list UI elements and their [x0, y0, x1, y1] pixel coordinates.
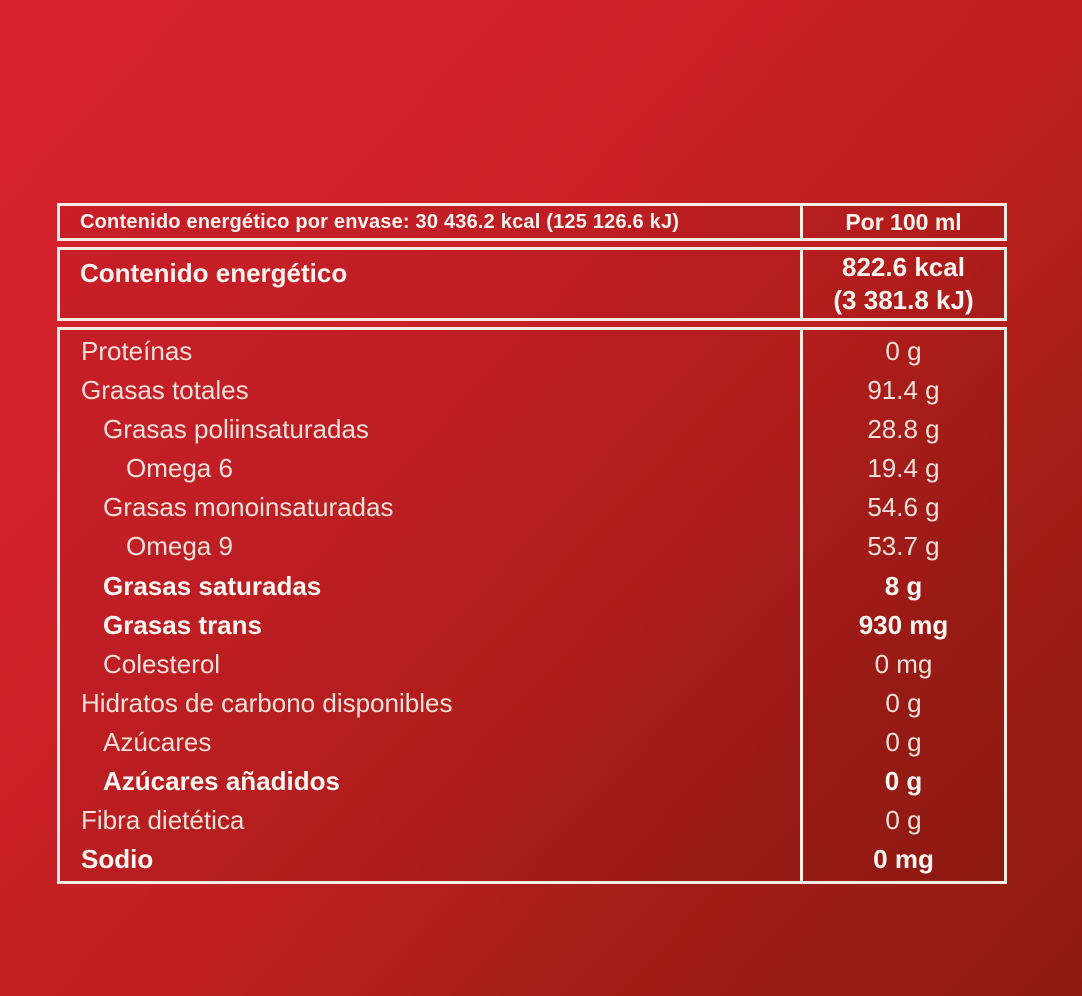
nutrient-label: Grasas saturadas — [103, 570, 322, 601]
energy-content-label: Contenido energético — [80, 258, 348, 288]
nutrient-row: Grasas poliinsaturadas 28.8 g — [60, 408, 1004, 452]
energy-kj-value: (3 381.8 kJ) — [833, 285, 974, 315]
nutrient-label: Grasas totales — [81, 375, 249, 406]
nutrient-value: 0 mg — [800, 642, 1004, 686]
nutrient-value: 0 g — [800, 798, 1004, 843]
nutrient-label: Azúcares — [103, 726, 212, 757]
nutrient-label: Sodio — [81, 844, 154, 875]
nutrient-label: Grasas trans — [103, 609, 262, 640]
nutrient-value: 54.6 g — [800, 486, 1004, 530]
nutrient-value: 0 g — [800, 759, 1004, 803]
nutrient-value: 0 g — [800, 720, 1004, 764]
nutrient-row: Grasas trans 930 mg — [60, 603, 1004, 647]
nutrient-value: 930 mg — [800, 603, 1004, 647]
nutrient-row: Colesterol 0 mg — [60, 642, 1004, 686]
nutrient-label: Fibra dietética — [81, 804, 245, 835]
nutrition-facts-table: Contenido energético por envase: 30 436.… — [57, 203, 1007, 884]
nutrient-row: Azúcares 0 g — [60, 720, 1004, 764]
nutrient-value: 28.8 g — [800, 408, 1004, 452]
nutrient-label: Omega 6 — [126, 453, 233, 484]
nutrient-label: Omega 9 — [126, 531, 233, 562]
nutrient-value: 0 g — [800, 681, 1004, 725]
nutrient-row: Grasas totales 91.4 g — [60, 369, 1004, 413]
nutrient-label: Hidratos de carbono disponibles — [81, 687, 453, 718]
nutrient-label: Colesterol — [103, 648, 221, 679]
nutrient-row: Sodio 0 mg — [60, 838, 1004, 882]
nutrient-value: 91.4 g — [800, 369, 1004, 413]
nutrient-value: 19.4 g — [800, 447, 1004, 491]
nutrient-value: 0 mg — [800, 838, 1004, 882]
energy-content-row: Contenido energético 822.6 kcal (3 381.8… — [57, 247, 1007, 321]
nutrient-label: Grasas poliinsaturadas — [103, 414, 369, 445]
nutrient-row: Proteínas 0 g — [60, 330, 1004, 374]
nutrient-value: 53.7 g — [800, 525, 1004, 569]
nutrient-row: Omega 9 53.7 g — [60, 525, 1004, 569]
nutrient-label: Azúcares añadidos — [103, 765, 340, 796]
nutrient-row: Omega 6 19.4 g — [60, 447, 1004, 491]
nutrient-row: Grasas saturadas 8 g — [60, 564, 1004, 608]
nutrient-rows-section: Proteínas 0 g Grasas totales 91.4 g Grasas p… — [57, 327, 1007, 884]
nutrient-row: Fibra dietética 0 g — [60, 798, 1004, 843]
energy-per-package-row: Contenido energético por envase: 30 436.… — [57, 203, 1007, 241]
nutrient-row: Grasas monoinsaturadas 54.6 g — [60, 486, 1004, 530]
energy-content-value: 822.6 kcal (3 381.8 kJ) — [800, 250, 1004, 318]
nutrient-row: Azúcares añadidos 0 g — [60, 759, 1004, 803]
energy-per-package-label: Contenido energético por envase: 30 436.… — [80, 210, 680, 233]
energy-kcal-value: 822.6 kcal — [842, 252, 965, 282]
nutrient-label: Grasas monoinsaturadas — [103, 492, 394, 523]
nutrient-row: Hidratos de carbono disponibles 0 g — [60, 681, 1004, 725]
nutrient-value: 8 g — [800, 564, 1004, 608]
nutrient-value: 0 g — [800, 330, 1004, 374]
nutrient-label: Proteínas — [81, 336, 193, 367]
per-100ml-column-header: Por 100 ml — [800, 206, 1004, 238]
